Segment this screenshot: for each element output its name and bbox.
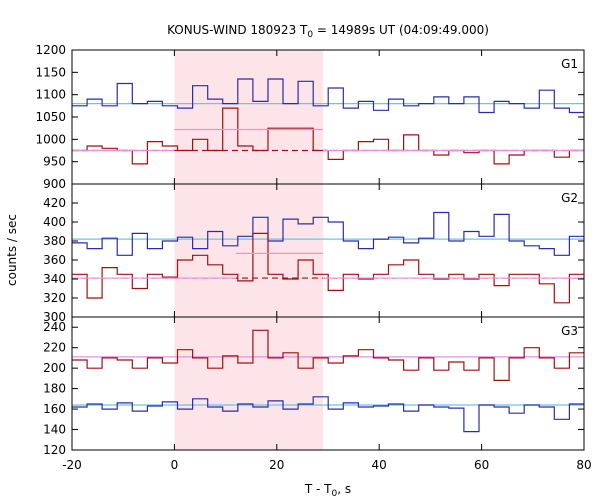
x-tick-label: 40 [372, 458, 387, 472]
chart-title-suffix: = 14989s UT (04:09:49.000) [313, 23, 489, 37]
y-tick-label: 240 [43, 320, 66, 334]
panel-frame [71, 316, 585, 451]
shaded-interval [174, 50, 323, 450]
panel-g1: 900 950 1000 1050 1100 1150 1200 G1 [35, 43, 585, 191]
plot-area: 90095010001050110011501200G1300320340360… [35, 43, 591, 472]
panel-g2: 300 320 340 360 380 400 420 G2 [43, 183, 585, 324]
y-tick-label: 180 [43, 382, 66, 396]
y-tick-label: 360 [43, 253, 66, 267]
panel-g2-plot [72, 211, 584, 304]
x-tick-label: -20 [62, 458, 82, 472]
panel-g1-plot [72, 78, 584, 165]
y-tick-label: 380 [43, 234, 66, 248]
x-tick-label: 80 [576, 458, 591, 472]
chart-title-subscript: 0 [307, 30, 313, 40]
panel-label: G3 [561, 324, 578, 338]
panel-label: G1 [561, 57, 578, 71]
y-tick-label: 340 [43, 272, 66, 286]
panel-g3-plot [72, 329, 584, 433]
y-tick-label: 900 [43, 177, 66, 191]
chart-title-prefix: KONUS-WIND 180923 T [167, 23, 308, 37]
y-tick-label: 140 [43, 423, 66, 437]
x-tick-label: 20 [269, 458, 284, 472]
chart-title: KONUS-WIND 180923 T0 = 14989s UT (04:09:… [167, 23, 489, 40]
series-red-step-line [72, 329, 584, 381]
x-axis-label-prefix: T - T [304, 482, 332, 496]
x-axis-label-suffix: , s [337, 482, 351, 496]
series-blue-step-line [72, 78, 584, 114]
y-tick-label: 160 [43, 402, 66, 416]
series-red-step-line [72, 107, 584, 165]
y-tick-label: 300 [43, 310, 66, 324]
y-tick-label: 1100 [35, 88, 66, 102]
panel-frame [71, 183, 585, 318]
y-tick-label: 1000 [35, 132, 66, 146]
x-axis-label: T - T0, s [304, 482, 351, 499]
y-tick-label: 1200 [35, 43, 66, 57]
y-tick-label: 320 [43, 291, 66, 305]
series-red-step-line [72, 232, 584, 304]
y-tick-label: 1050 [35, 110, 66, 124]
panel-g3: 120 140 160 180 200 220 240 G3 [43, 316, 585, 457]
x-axis-label-subscript: 0 [332, 489, 338, 499]
y-tick-label: 420 [43, 196, 66, 210]
y-tick-label: 200 [43, 361, 66, 375]
panel-label: G2 [561, 191, 578, 205]
series-blue-step-line [72, 396, 584, 433]
y-tick-label: 1150 [35, 65, 66, 79]
series-blue-step-line [72, 211, 584, 256]
y-tick-label: 400 [43, 215, 66, 229]
y-tick-label: 120 [43, 443, 66, 457]
y-axis-label: counts / sec [5, 214, 19, 286]
x-tick-label: 60 [474, 458, 489, 472]
x-tick-label: 0 [171, 458, 179, 472]
y-tick-label: 220 [43, 341, 66, 355]
y-tick-label: 950 [43, 155, 66, 169]
